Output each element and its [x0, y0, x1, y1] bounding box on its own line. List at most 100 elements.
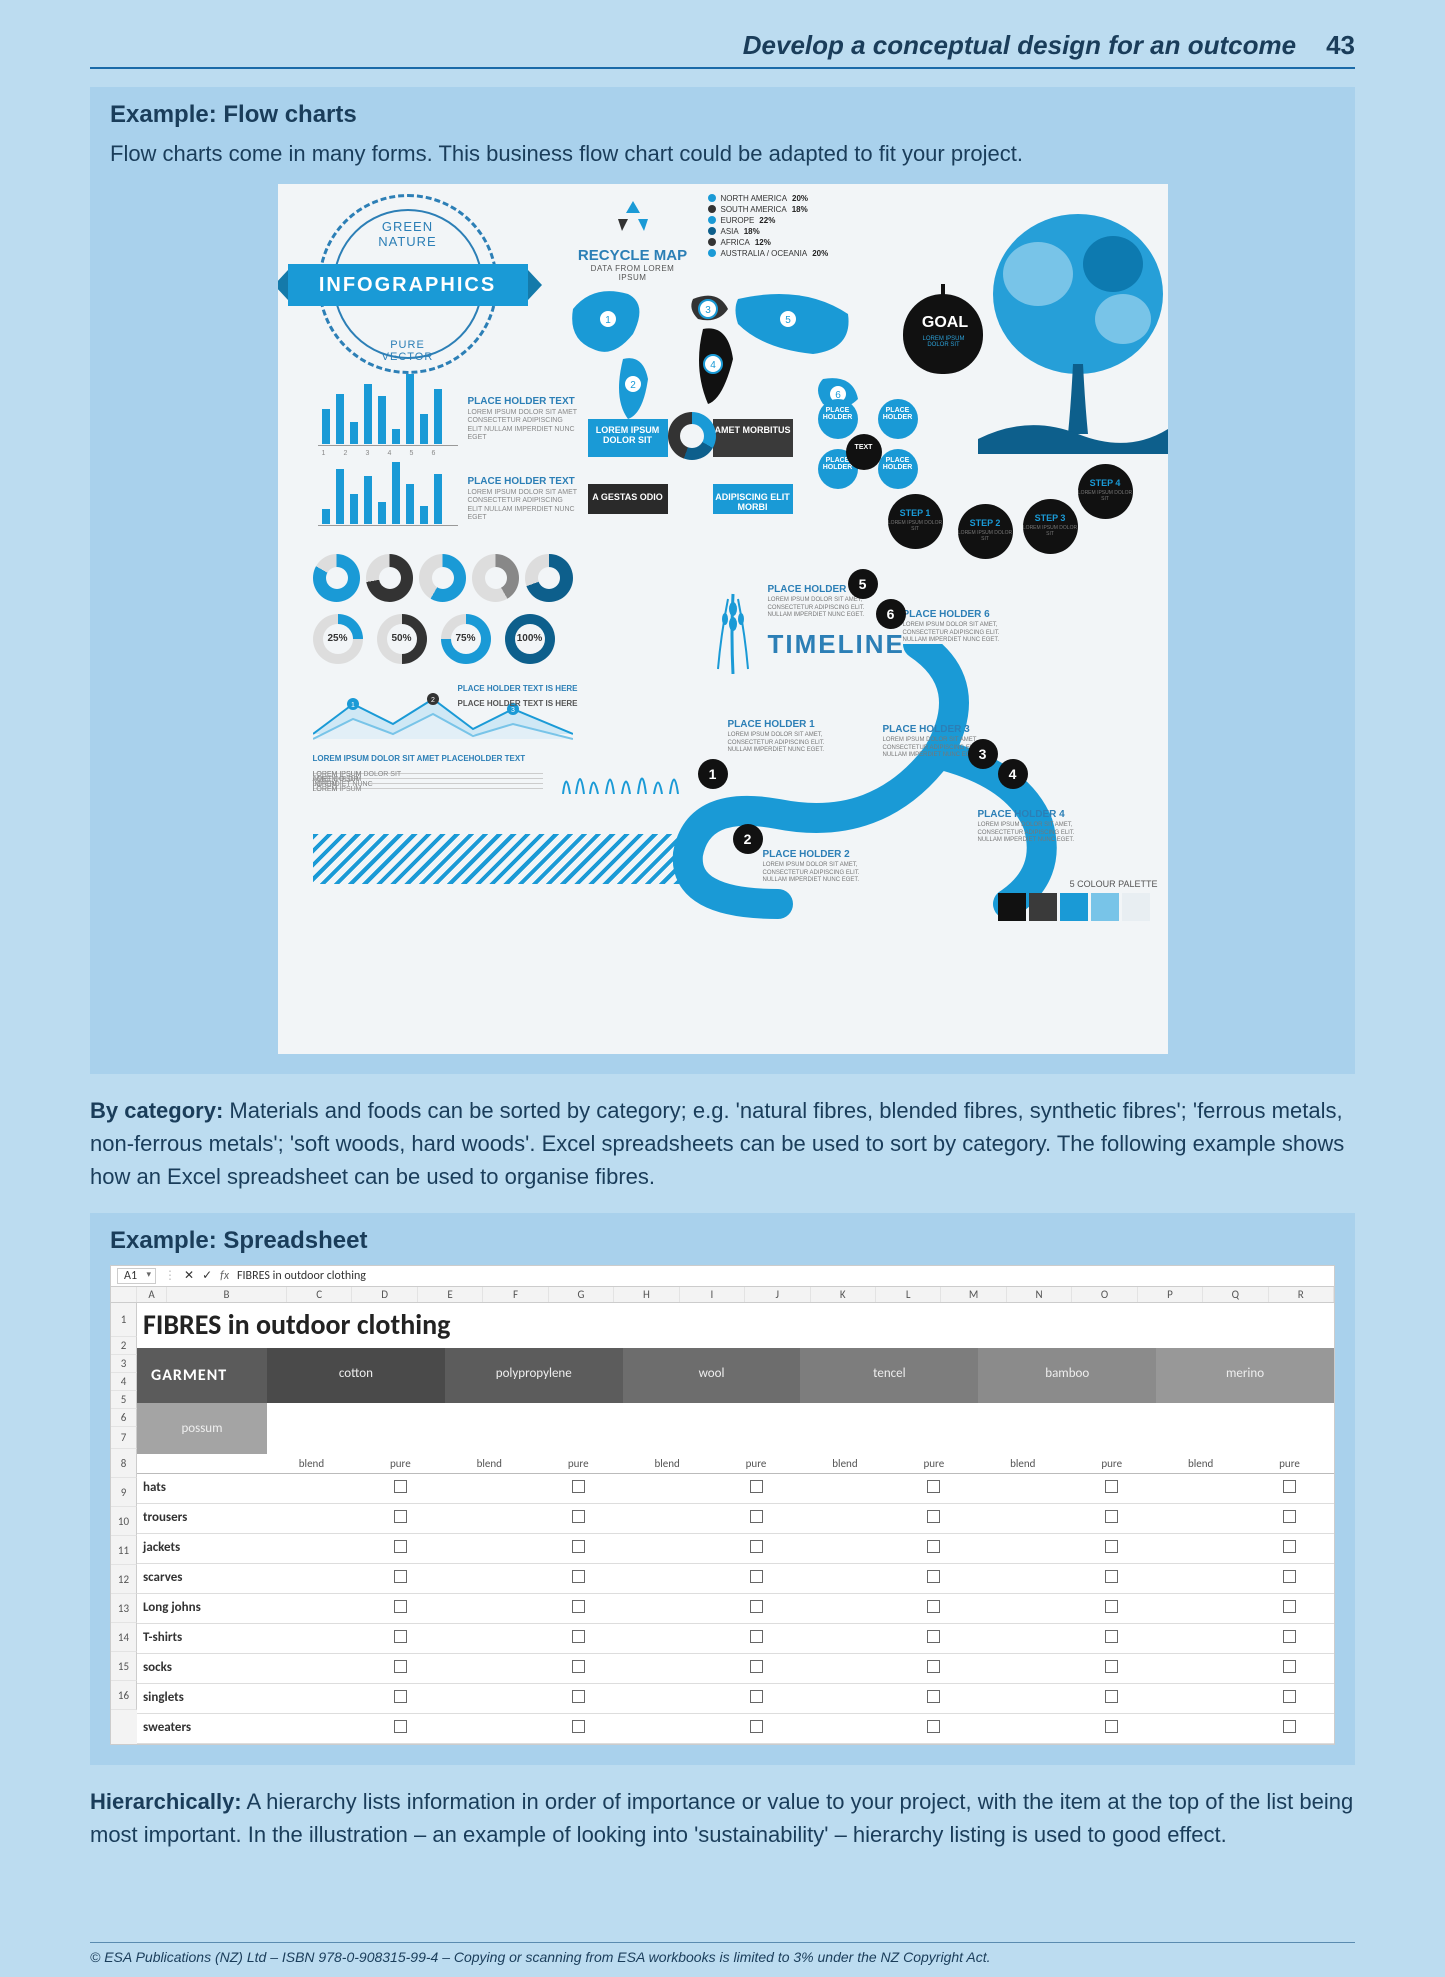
cell[interactable] — [889, 1474, 978, 1503]
cell[interactable] — [889, 1654, 978, 1683]
col-header[interactable]: R — [1269, 1287, 1334, 1302]
cell[interactable] — [1067, 1684, 1156, 1713]
cell[interactable] — [267, 1534, 356, 1563]
cell[interactable] — [1245, 1594, 1334, 1623]
cell[interactable] — [534, 1684, 623, 1713]
col-header[interactable]: O — [1072, 1287, 1137, 1302]
cell[interactable] — [445, 1714, 534, 1743]
cell[interactable] — [445, 1654, 534, 1683]
cell[interactable] — [1245, 1684, 1334, 1713]
row-number[interactable]: 16 — [111, 1681, 137, 1710]
col-header[interactable]: C — [287, 1287, 352, 1302]
cell[interactable] — [712, 1654, 801, 1683]
cell[interactable] — [1245, 1714, 1334, 1743]
cell[interactable] — [623, 1534, 712, 1563]
cell[interactable] — [267, 1474, 356, 1503]
cell[interactable] — [534, 1654, 623, 1683]
cell[interactable] — [712, 1504, 801, 1533]
cell[interactable] — [534, 1594, 623, 1623]
cell[interactable] — [356, 1594, 445, 1623]
row-number[interactable]: 5 — [111, 1391, 137, 1409]
cell[interactable] — [712, 1714, 801, 1743]
cell[interactable] — [267, 1684, 356, 1713]
cell[interactable] — [356, 1624, 445, 1653]
cell[interactable] — [978, 1714, 1067, 1743]
row-number[interactable]: 6 — [111, 1409, 137, 1427]
col-header[interactable]: Q — [1203, 1287, 1268, 1302]
cell[interactable] — [356, 1534, 445, 1563]
cell[interactable] — [978, 1654, 1067, 1683]
cell[interactable] — [445, 1474, 534, 1503]
cell[interactable] — [1245, 1654, 1334, 1683]
col-header[interactable]: K — [811, 1287, 876, 1302]
cell[interactable] — [356, 1564, 445, 1593]
cell[interactable] — [1245, 1534, 1334, 1563]
col-header[interactable]: M — [941, 1287, 1006, 1302]
cell[interactable] — [889, 1564, 978, 1593]
cell[interactable] — [267, 1594, 356, 1623]
cell[interactable] — [445, 1684, 534, 1713]
row-number[interactable]: 2 — [111, 1337, 137, 1355]
row-number[interactable]: 9 — [111, 1478, 137, 1507]
cell[interactable] — [534, 1564, 623, 1593]
col-header[interactable]: H — [614, 1287, 679, 1302]
cell[interactable] — [623, 1504, 712, 1533]
cell[interactable] — [623, 1714, 712, 1743]
cell[interactable] — [356, 1714, 445, 1743]
cell[interactable] — [356, 1684, 445, 1713]
cell[interactable] — [889, 1624, 978, 1653]
row-number[interactable]: 11 — [111, 1536, 137, 1565]
row-number[interactable]: 8 — [111, 1449, 137, 1478]
cell[interactable] — [623, 1684, 712, 1713]
cell[interactable] — [1245, 1504, 1334, 1533]
cell[interactable] — [267, 1564, 356, 1593]
col-header[interactable]: N — [1007, 1287, 1072, 1302]
col-header[interactable]: L — [876, 1287, 941, 1302]
cell[interactable] — [445, 1624, 534, 1653]
cell[interactable] — [712, 1594, 801, 1623]
formula-text[interactable]: FIBRES in outdoor clothing — [237, 1269, 366, 1283]
cell[interactable] — [712, 1624, 801, 1653]
cell[interactable] — [978, 1564, 1067, 1593]
col-header[interactable]: P — [1138, 1287, 1203, 1302]
cell[interactable] — [445, 1534, 534, 1563]
cell[interactable] — [1156, 1594, 1245, 1623]
cell[interactable] — [534, 1504, 623, 1533]
cell[interactable] — [623, 1474, 712, 1503]
cell[interactable] — [1067, 1654, 1156, 1683]
cell[interactable] — [623, 1624, 712, 1653]
cell[interactable] — [1156, 1534, 1245, 1563]
cell[interactable] — [356, 1654, 445, 1683]
cell[interactable] — [1067, 1564, 1156, 1593]
cell[interactable] — [1156, 1474, 1245, 1503]
cell[interactable] — [534, 1714, 623, 1743]
cell[interactable] — [356, 1474, 445, 1503]
cell[interactable] — [800, 1594, 889, 1623]
cell[interactable] — [712, 1564, 801, 1593]
cell[interactable] — [1067, 1534, 1156, 1563]
col-header[interactable]: A — [137, 1287, 167, 1302]
cell[interactable] — [1245, 1474, 1334, 1503]
cell[interactable] — [445, 1504, 534, 1533]
row-number[interactable]: 3 — [111, 1355, 137, 1373]
cell[interactable] — [1156, 1564, 1245, 1593]
row-number[interactable]: 12 — [111, 1565, 137, 1594]
row-number[interactable]: 7 — [111, 1427, 137, 1449]
cell[interactable] — [800, 1684, 889, 1713]
cell[interactable] — [534, 1474, 623, 1503]
col-header[interactable]: J — [745, 1287, 810, 1302]
cell[interactable] — [800, 1504, 889, 1533]
cell[interactable] — [889, 1504, 978, 1533]
cell[interactable] — [445, 1564, 534, 1593]
col-header[interactable] — [111, 1287, 137, 1302]
row-number[interactable]: 15 — [111, 1652, 137, 1681]
cell[interactable] — [978, 1594, 1067, 1623]
cell[interactable] — [1067, 1504, 1156, 1533]
cell[interactable] — [1067, 1714, 1156, 1743]
cell[interactable] — [712, 1684, 801, 1713]
cell[interactable] — [800, 1564, 889, 1593]
row-number[interactable]: 1 — [111, 1303, 137, 1337]
cell[interactable] — [356, 1504, 445, 1533]
row-number[interactable]: 13 — [111, 1594, 137, 1623]
cell[interactable] — [1245, 1624, 1334, 1653]
